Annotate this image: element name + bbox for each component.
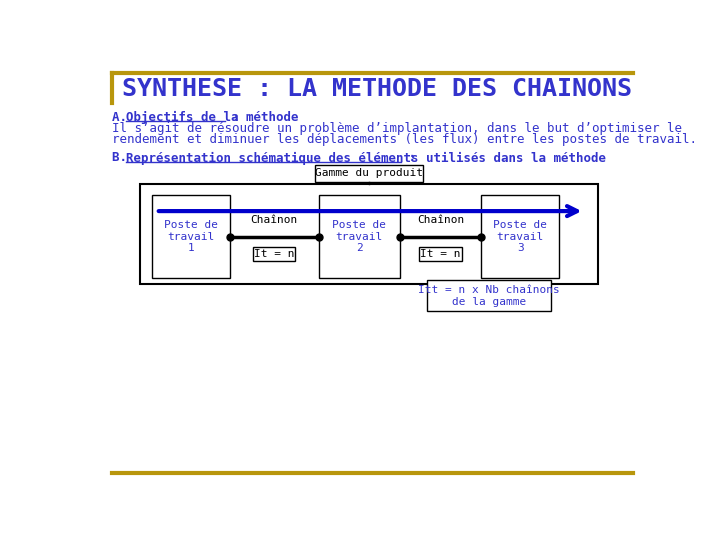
Bar [315, 165, 423, 182]
Text: Gamme du produit: Gamme du produit [315, 168, 423, 178]
Text: Poste de
travail
1: Poste de travail 1 [163, 220, 217, 253]
Text: B.: B. [112, 151, 134, 165]
Text: :: : [225, 111, 240, 124]
Text: SYNTHESE : LA METHODE DES CHAINONS: SYNTHESE : LA METHODE DES CHAINONS [122, 77, 631, 102]
Text: Objectifs de la méthode: Objectifs de la méthode [126, 111, 298, 124]
Text: Poste de
travail
2: Poste de travail 2 [333, 220, 387, 253]
Text: Il s’agit de résoudre un problème d’implantation, dans le but d’optimiser le: Il s’agit de résoudre un problème d’impl… [112, 122, 682, 135]
Text: Itt = n x Nb chaînons
de la gamme: Itt = n x Nb chaînons de la gamme [418, 285, 560, 307]
Text: A.: A. [112, 111, 134, 124]
Text: rendement et diminuer les déplacements (les flux) entre les postes de travail.: rendement et diminuer les déplacements (… [112, 133, 697, 146]
Text: Poste de
travail
3: Poste de travail 3 [493, 220, 547, 253]
Bar [419, 247, 462, 261]
Bar [140, 184, 598, 284]
Text: Chaînon: Chaînon [417, 214, 464, 225]
Text: :: : [401, 151, 416, 165]
Bar [482, 195, 559, 278]
Text: It = n: It = n [420, 249, 461, 259]
Bar [253, 247, 295, 261]
Text: Représentation schématique des éléments utilisés dans la méthode: Représentation schématique des éléments … [126, 151, 606, 165]
Bar [319, 195, 400, 278]
Text: It = n: It = n [254, 249, 294, 259]
Text: Chaînon: Chaînon [251, 214, 297, 225]
Bar [152, 195, 230, 278]
Bar [427, 280, 551, 311]
